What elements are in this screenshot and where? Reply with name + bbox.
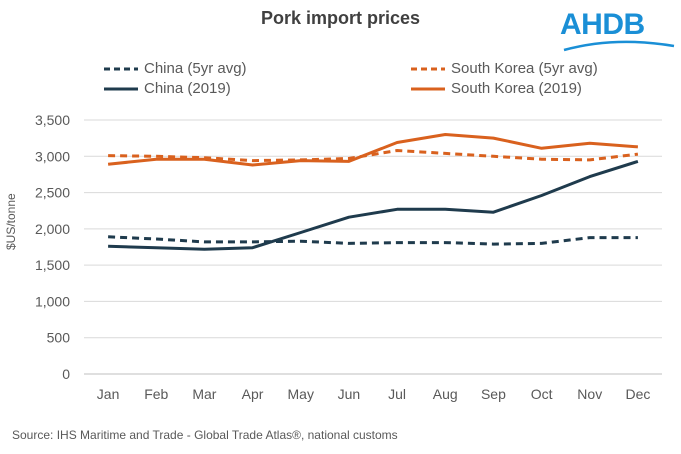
- y-tick-label: 1,000: [35, 293, 70, 309]
- ahdb-logo: AHDB: [560, 6, 678, 56]
- series-line-china-2019: [108, 159, 639, 251]
- logo-text: AHDB: [560, 8, 645, 41]
- legend-label: China (2019): [144, 80, 231, 97]
- logo-swoosh: [563, 40, 675, 52]
- y-tick-label: 0: [62, 366, 70, 382]
- x-tick-label: Jun: [338, 386, 361, 402]
- y-tick-label: 3,500: [35, 112, 70, 128]
- x-tick-label: Feb: [144, 386, 168, 402]
- x-tick-label: Nov: [577, 386, 602, 402]
- y-tick-label: 1,500: [35, 257, 70, 273]
- x-tick-label: Mar: [192, 386, 216, 402]
- x-tick-label: Aug: [433, 386, 458, 402]
- legend-label: South Korea (5yr avg): [451, 60, 598, 77]
- source-note: Source: IHS Maritime and Trade - Global …: [12, 428, 398, 442]
- y-tick-label: 2,000: [35, 221, 70, 237]
- legend-label: South Korea (2019): [451, 80, 582, 97]
- line-chart: 0 500 1,000 1,500 2,000 2,500 3,000 3,500 Jan Feb…: [35, 112, 662, 402]
- x-tick-label: Dec: [625, 386, 650, 402]
- x-tick-label: Sep: [481, 386, 506, 402]
- chart-title: Pork import prices: [260, 8, 421, 28]
- x-tick-label: Oct: [531, 386, 553, 402]
- x-tick-label: Jan: [97, 386, 120, 402]
- y-tick-label: 500: [47, 330, 71, 346]
- x-tick-label: May: [288, 386, 314, 402]
- x-tick-label: Jul: [388, 386, 406, 402]
- y-tick-label: 2,500: [35, 185, 70, 201]
- series-line-south-korea-2019: [107, 133, 639, 167]
- legend-label: China (5yr avg): [144, 60, 247, 77]
- x-tick-label: Apr: [242, 386, 264, 402]
- series-line-china-5yr-avg: [108, 235, 638, 246]
- series-line-south-korea-5yr-avg: [108, 149, 639, 163]
- y-tick-label: 3,000: [35, 148, 70, 164]
